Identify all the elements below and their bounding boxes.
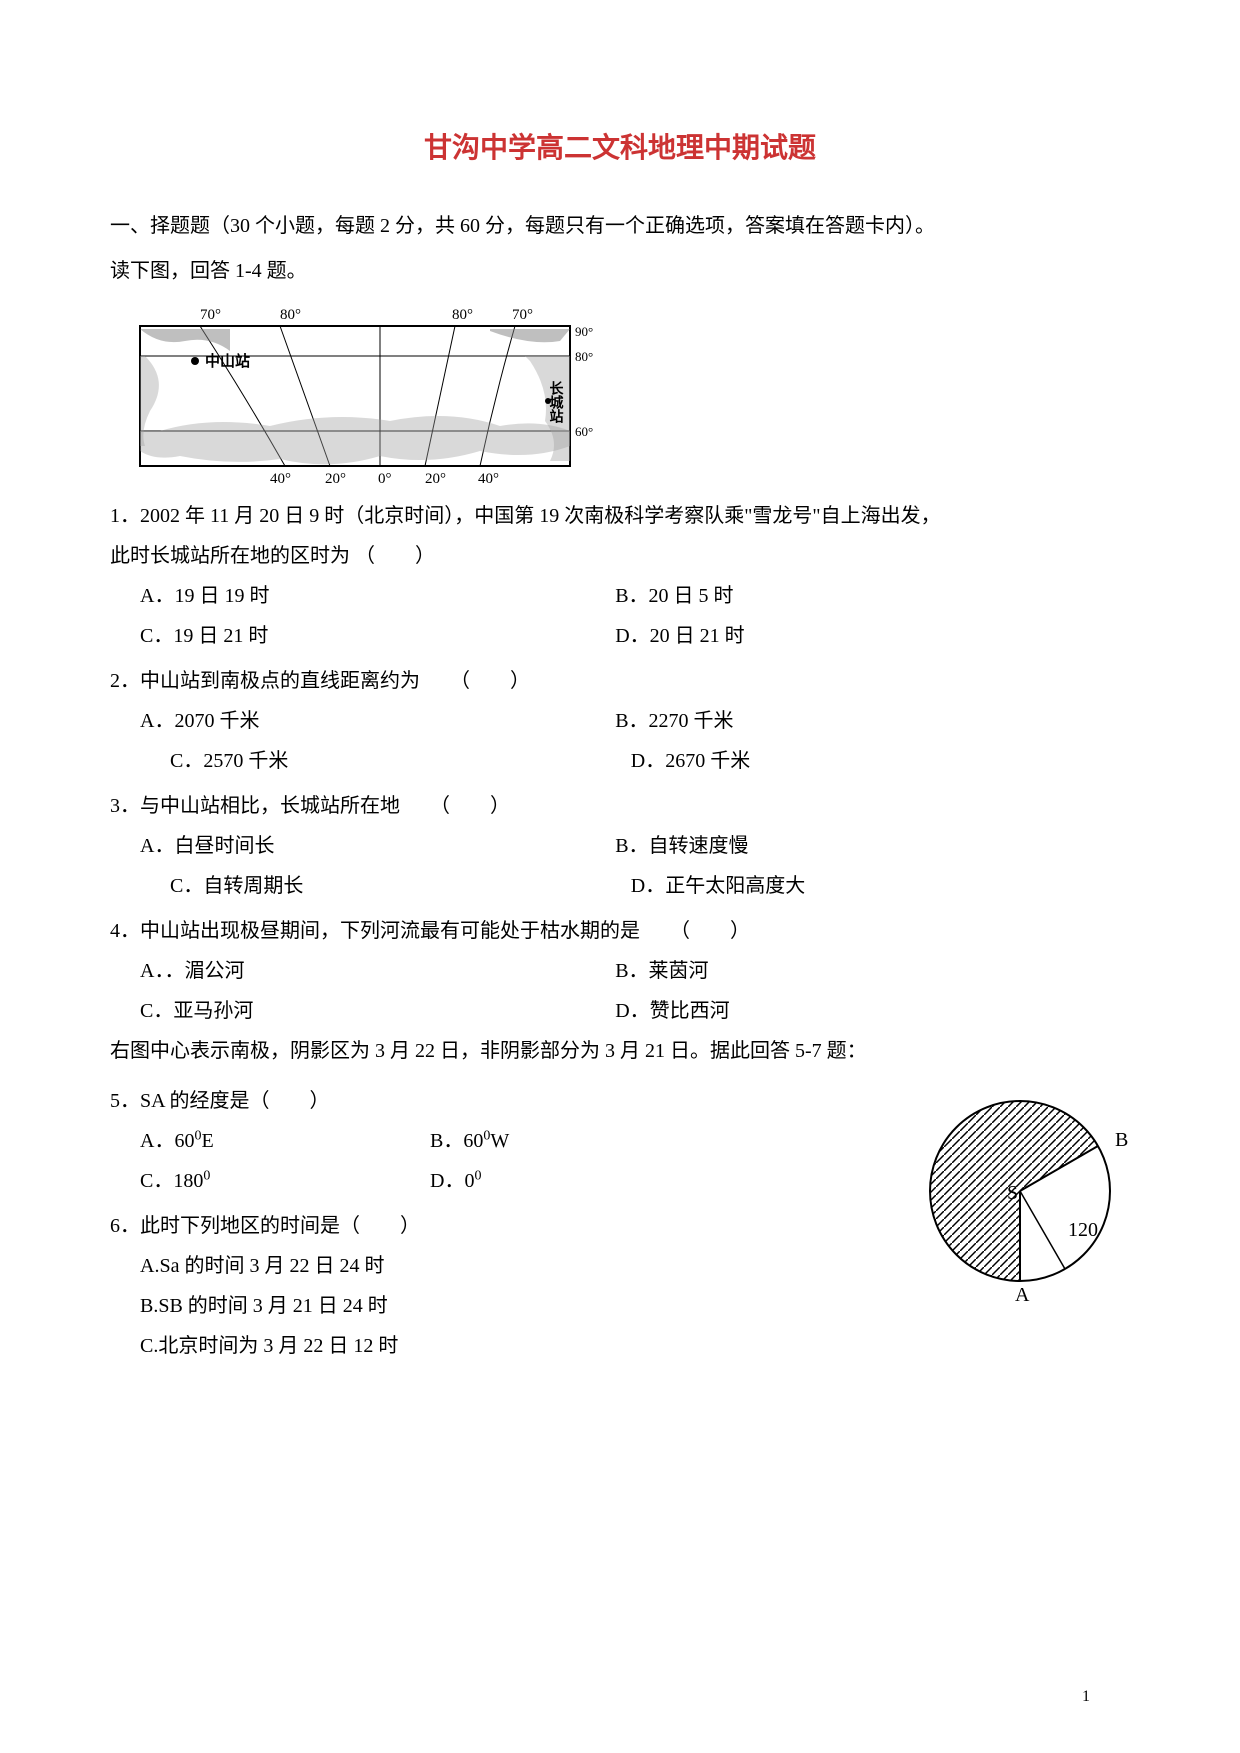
q4-option-b: B．莱茵河 <box>615 951 1090 991</box>
svg-text:120: 120 <box>1068 1219 1098 1241</box>
q2-option-d: D．2670 千米 <box>631 741 1092 781</box>
section-instructions: 一、择题题（30 个小题，每题 2 分，共 60 分，每题只有一个正确选项，答案… <box>110 206 1130 246</box>
context-q1-4: 读下图，回答 1-4 题。 <box>110 251 1130 291</box>
antarctica-map: 70° 80° 80° 70° 90° 80° 60° 90° 80° 60° … <box>130 301 1130 491</box>
q5-option-d: D．00 <box>430 1161 795 1201</box>
q1-option-d: D．20 日 21 时 <box>615 616 1090 656</box>
svg-text:80°: 80° <box>452 307 473 323</box>
svg-text:B: B <box>1115 1129 1128 1151</box>
polar-svg: B S 120 A <box>920 1091 1130 1306</box>
svg-text:80°: 80° <box>280 307 301 323</box>
q2-option-b: B．2270 千米 <box>615 701 1090 741</box>
svg-text:中山站: 中山站 <box>205 352 250 370</box>
q4-text: 4．中山站出现极昼期间，下列河流最有可能处于枯水期的是 （ ） <box>110 911 1130 951</box>
q3-option-a: A．白昼时间长 <box>140 826 615 866</box>
polar-diagram: B S 120 A <box>920 1091 1130 1320</box>
svg-text:70°: 70° <box>200 307 221 323</box>
page-number: 1 <box>1082 1681 1090 1713</box>
context-q5-7: 右图中心表示南极，阴影区为 3 月 22 日，非阴影部分为 3 月 21 日。据… <box>110 1031 1130 1071</box>
q1-option-c: C．19 日 21 时 <box>140 616 615 656</box>
exam-title: 甘沟中学高二文科地理中期试题 <box>110 120 1130 176</box>
q3-text: 3．与中山站相比，长城站所在地 （ ） <box>110 786 1130 826</box>
svg-text:40°: 40° <box>270 471 291 487</box>
svg-text:40°: 40° <box>478 471 499 487</box>
q3-option-d: D．正午太阳高度大 <box>631 866 1092 906</box>
q1-option-b: B．20 日 5 时 <box>615 576 1090 616</box>
q5-option-b: B．600W <box>430 1121 795 1161</box>
q1-option-a: A．19 日 19 时 <box>140 576 615 616</box>
q2-option-c: C．2570 千米 <box>170 741 631 781</box>
svg-text:20°: 20° <box>425 471 446 487</box>
map-svg: 70° 80° 80° 70° 90° 80° 60° 90° 80° 60° … <box>130 301 600 491</box>
q2-text: 2．中山站到南极点的直线距离约为 （ ） <box>110 661 1130 701</box>
svg-text:70°: 70° <box>512 307 533 323</box>
q4-option-a: A．．湄公河 <box>140 951 615 991</box>
q1-text-line1: 1．2002 年 11 月 20 日 9 时（北京时间），中国第 19 次南极科… <box>110 496 1130 536</box>
svg-text:20°: 20° <box>325 471 346 487</box>
q4-option-c: C．亚马孙河 <box>140 991 615 1031</box>
q6-option-c: C.北京时间为 3 月 22 日 12 时 <box>140 1326 1130 1366</box>
q2-option-a: A．2070 千米 <box>140 701 615 741</box>
svg-text:A: A <box>1015 1284 1030 1306</box>
q1-text-line2: 此时长城站所在地的区时为 （ ） <box>110 536 1130 576</box>
svg-text:90°: 90° <box>575 324 593 339</box>
svg-text:S: S <box>1007 1182 1018 1204</box>
svg-text:0°: 0° <box>378 471 392 487</box>
svg-text:长城站: 长城站 <box>548 380 564 424</box>
q4-option-d: D．赞比西河 <box>615 991 1090 1031</box>
q5-option-a: A．600E <box>140 1121 430 1161</box>
svg-text:80°: 80° <box>575 349 593 364</box>
q3-option-c: C．自转周期长 <box>170 866 631 906</box>
svg-text:60°: 60° <box>575 424 593 439</box>
q5-option-c: C．1800 <box>140 1161 430 1201</box>
q3-option-b: B．自转速度慢 <box>615 826 1090 866</box>
